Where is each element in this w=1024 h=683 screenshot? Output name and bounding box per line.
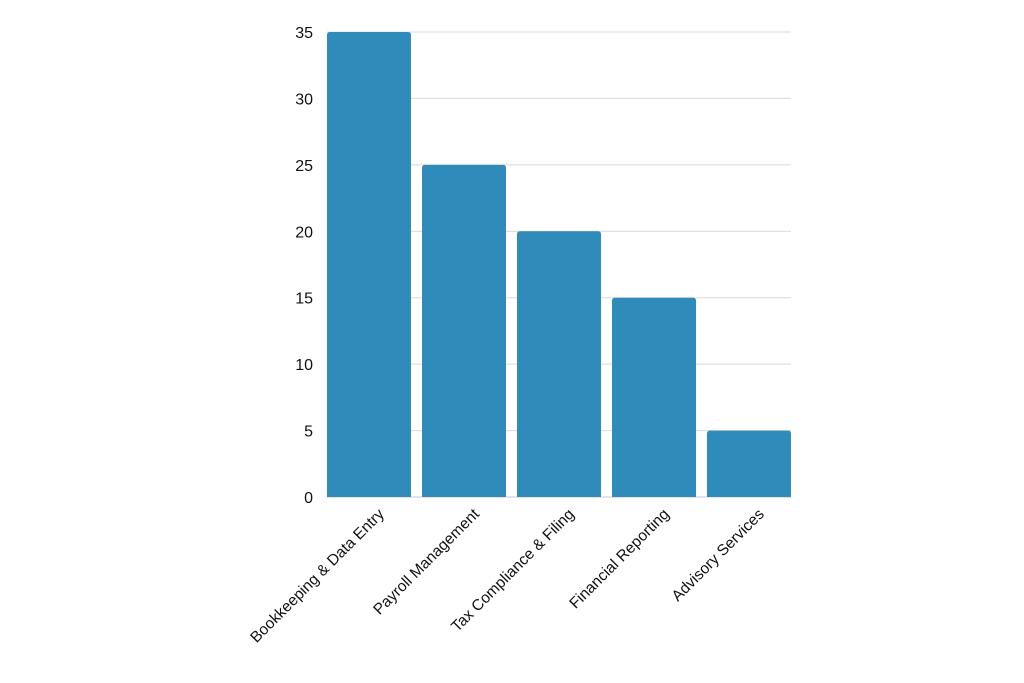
- y-tick-label: 10: [295, 357, 313, 374]
- bar: [707, 430, 791, 497]
- y-tick-label: 15: [295, 291, 313, 308]
- x-tick-label: Advisory Services: [669, 506, 768, 605]
- y-tick-label: 20: [295, 224, 313, 241]
- y-tick-label: 35: [295, 25, 313, 42]
- y-tick-label: 0: [304, 490, 313, 507]
- x-tick-label: Bookkeeping & Data Entry: [247, 506, 388, 647]
- bar: [327, 32, 411, 497]
- y-tick-label: 5: [304, 424, 313, 441]
- y-tick-label: 25: [295, 158, 313, 175]
- bar: [612, 297, 696, 497]
- x-tick-label: Payroll Management: [370, 505, 483, 618]
- y-axis-ticks: 0 5 10 15 20 25 30 35: [295, 25, 313, 507]
- bar: [422, 164, 506, 497]
- bars: [327, 32, 791, 498]
- bar: [517, 231, 601, 498]
- y-tick-label: 30: [295, 91, 313, 108]
- x-tick-label: Financial Reporting: [566, 506, 672, 612]
